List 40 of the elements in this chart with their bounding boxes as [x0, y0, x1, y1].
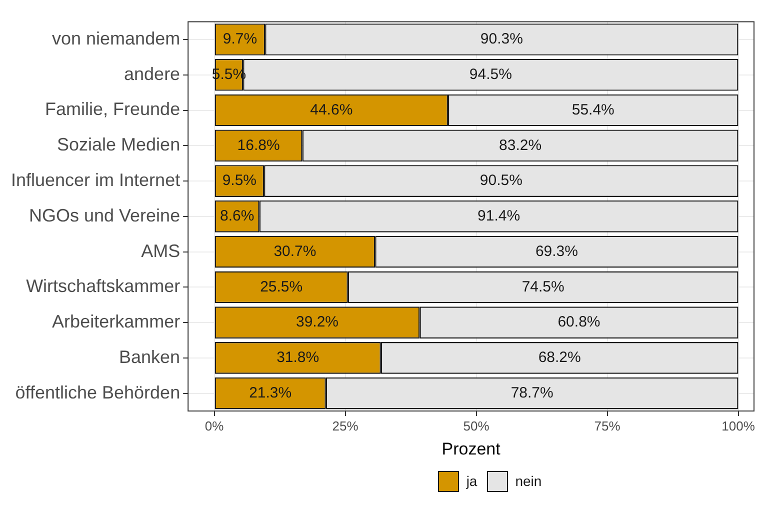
x-tick-label: 75% [594, 418, 621, 434]
y-tick-label: Familie, Freunde [45, 99, 180, 120]
legend-label: nein [515, 473, 542, 489]
y-tick-label: NGOs und Vereine [28, 205, 180, 226]
y-tick-label: von niemandem [52, 28, 180, 48]
data-label: 16.8% [237, 136, 280, 154]
y-tick-label: Arbeiterkammer [52, 312, 180, 332]
data-label: 78.7% [510, 384, 554, 402]
data-label: 90.3% [480, 30, 523, 48]
x-tick-label: 100% [722, 418, 756, 434]
data-label: 30.7% [274, 242, 316, 260]
data-label: 60.8% [558, 314, 600, 331]
data-label: 90.5% [480, 172, 522, 190]
data-label: 31.8% [276, 349, 320, 366]
data-label: 68.2% [538, 349, 581, 366]
x-tick-label: 50% [463, 418, 490, 434]
legend-label: ja [466, 473, 478, 489]
data-label: 94.5% [469, 66, 512, 84]
x-tick-label: 25% [332, 418, 359, 434]
y-tick-label: öffentliche Behörden [15, 382, 180, 402]
y-tick-label: Soziale Medien [57, 134, 180, 155]
y-tick-label: Banken [119, 346, 180, 367]
data-label: 91.4% [478, 208, 520, 225]
data-label: 21.3% [249, 384, 292, 402]
data-label: 9.5% [222, 172, 257, 190]
data-label: 74.5% [522, 278, 564, 296]
x-tick-label: 0% [204, 418, 224, 434]
data-label: 83.2% [499, 136, 542, 154]
data-label: 39.2% [296, 314, 339, 331]
x-axis-title: Prozent [442, 439, 501, 458]
data-label: 9.7% [222, 30, 258, 48]
y-tick-label: Wirtschaftskammer [26, 276, 180, 296]
data-label: 8.6% [220, 208, 254, 225]
y-tick-label: Influencer im Internet [10, 170, 180, 190]
data-label: 44.6% [310, 101, 353, 118]
y-tick-label: AMS [141, 240, 180, 261]
data-label: 69.3% [535, 242, 578, 260]
data-label: 25.5% [260, 278, 303, 296]
y-tick-label: andere [124, 64, 180, 84]
data-label: 55.4% [572, 101, 614, 118]
